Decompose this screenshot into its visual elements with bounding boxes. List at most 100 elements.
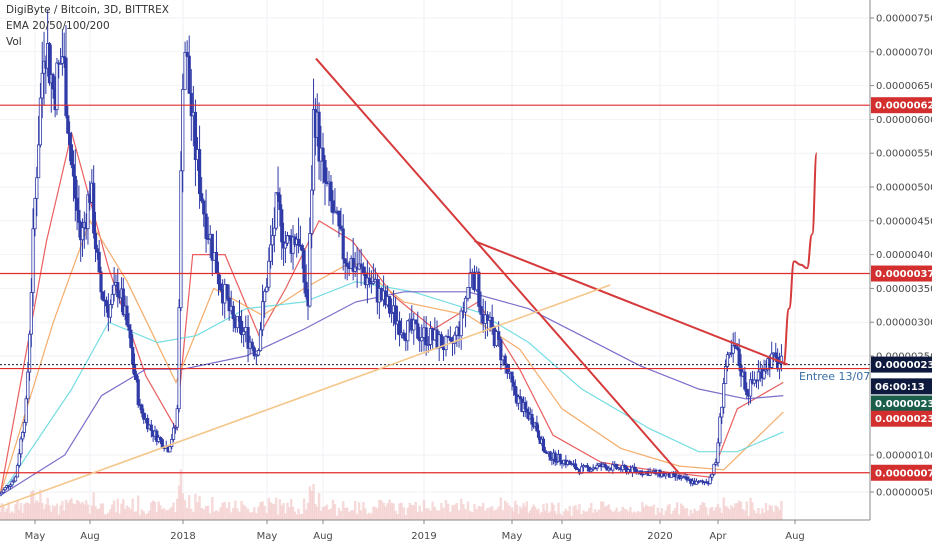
plot-area[interactable] xyxy=(0,0,870,520)
volume-bar xyxy=(244,506,247,520)
ema-line-3 xyxy=(0,280,784,497)
volume-bar xyxy=(601,501,605,520)
candle-body xyxy=(252,347,256,357)
candle-body xyxy=(463,297,468,313)
candle-body xyxy=(269,244,273,262)
volume-bar xyxy=(547,512,550,520)
volume-bar xyxy=(705,507,708,520)
volume-bar xyxy=(396,514,399,520)
volume-bar xyxy=(722,497,725,520)
volume-bar xyxy=(517,513,520,520)
volume-bar xyxy=(331,499,335,520)
price-badge-label: 0.00000076 xyxy=(875,468,932,479)
volume-bar xyxy=(613,510,616,520)
candle-body xyxy=(762,370,766,379)
volume-bar xyxy=(537,508,540,520)
candle-body xyxy=(33,197,37,230)
volume-bar xyxy=(359,510,363,520)
volume-bar xyxy=(446,503,450,520)
candle-body xyxy=(235,315,240,329)
candle-body xyxy=(22,421,27,433)
candle-body xyxy=(265,286,269,292)
volume-bar xyxy=(404,515,407,520)
volume-bar xyxy=(453,504,456,520)
time-axis[interactable] xyxy=(0,521,870,550)
volume-bar xyxy=(353,501,357,520)
volume-bar xyxy=(16,500,19,520)
candle-body xyxy=(263,291,267,303)
volume-bar xyxy=(639,512,642,520)
volume-bar xyxy=(24,502,28,520)
volume-bar xyxy=(343,507,347,520)
volume-bar xyxy=(714,507,718,520)
volume-bar xyxy=(304,509,308,520)
volume-bar xyxy=(225,507,229,520)
candle-body xyxy=(479,306,483,315)
volume-bar xyxy=(55,503,59,520)
candle-body xyxy=(189,92,193,117)
candle-body xyxy=(237,315,242,322)
volume-bar xyxy=(695,511,698,520)
volume-bar xyxy=(19,502,23,520)
volume-bar xyxy=(660,508,664,520)
volume-legend[interactable]: Vol xyxy=(6,36,22,48)
candle-body xyxy=(171,427,176,440)
volume-bar xyxy=(574,505,577,520)
price-badge-label: 0.00000237 xyxy=(875,360,932,371)
price-tick-label: 0.00000750 xyxy=(876,14,932,25)
volume-bar xyxy=(475,509,478,520)
volume-bar xyxy=(737,500,741,520)
volume-bar xyxy=(564,508,568,520)
volume-bar xyxy=(540,511,544,520)
candle-body xyxy=(93,232,98,250)
volume-bar xyxy=(522,503,525,520)
candle-body xyxy=(459,310,463,337)
volume-bar xyxy=(333,504,337,520)
volume-bar xyxy=(257,506,260,520)
volume-bar xyxy=(466,501,470,520)
candle-body xyxy=(468,272,472,288)
volume-bar xyxy=(674,508,677,520)
candle-body xyxy=(764,369,768,372)
volume-bar xyxy=(437,510,441,520)
volume-bar xyxy=(530,507,534,520)
volume-bar xyxy=(562,511,566,520)
candle-body xyxy=(420,337,424,342)
volume-bar xyxy=(275,497,278,520)
volume-bar xyxy=(776,506,779,520)
price-badge xyxy=(871,97,932,114)
volume-bar xyxy=(433,506,437,520)
volume-bar xyxy=(131,498,134,520)
volume-bar xyxy=(295,514,298,520)
candle-body xyxy=(86,194,90,229)
price-badge xyxy=(871,378,932,395)
volume-bar xyxy=(697,510,700,520)
volume-bar xyxy=(520,508,524,520)
volume-bar xyxy=(731,507,735,520)
volume-bar xyxy=(364,508,367,520)
volume-bar xyxy=(527,512,530,520)
candle-body xyxy=(308,233,312,307)
candle-body xyxy=(708,476,712,485)
volume-bar xyxy=(269,502,272,520)
price-tick-label: 0.00000100 xyxy=(876,451,932,462)
volume-bar xyxy=(741,509,745,520)
candle-body xyxy=(723,366,728,385)
price-tick-label: 0.00000500 xyxy=(876,183,932,194)
volume-bar xyxy=(712,510,716,520)
candle-body xyxy=(239,320,244,336)
ema-legend[interactable]: EMA 20/50/100/200 xyxy=(6,20,110,32)
volume-bar xyxy=(323,506,327,520)
trendline-ascending xyxy=(0,284,611,508)
candle-body xyxy=(254,354,258,357)
candle-body xyxy=(200,193,204,202)
candle-body xyxy=(285,235,290,244)
volume-bar xyxy=(155,512,159,520)
volume-bar xyxy=(183,499,187,520)
horizontal-levels xyxy=(0,104,870,474)
symbol-title[interactable]: DigiByte / Bitcoin, 3D, BITTREX xyxy=(6,4,169,16)
candle-body xyxy=(62,56,66,59)
price-tick-label: 0.00000300 xyxy=(876,318,932,329)
volume-bar xyxy=(523,506,527,520)
